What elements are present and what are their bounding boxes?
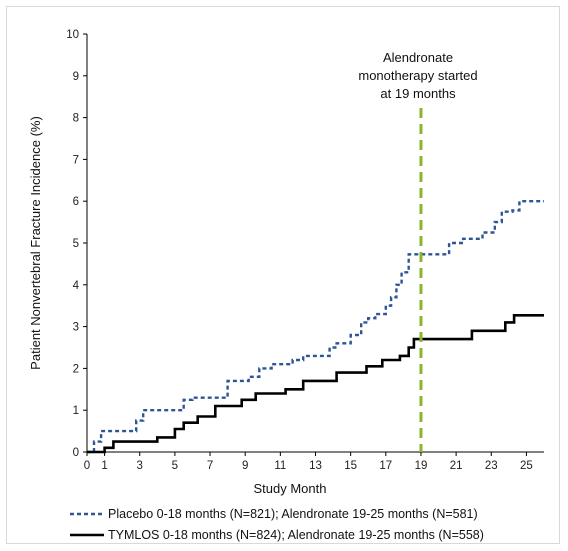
annotation: Alendronate monotherapy started at 19 mont… xyxy=(358,50,478,452)
series-lines xyxy=(87,200,544,454)
y-tick-label: 6 xyxy=(73,196,79,208)
y-tick-label: 8 xyxy=(73,113,79,125)
x-tick-label: 17 xyxy=(379,460,392,472)
annotation-text-line: at 19 months xyxy=(380,86,456,101)
x-tick-label: 23 xyxy=(485,460,498,472)
legend-label-tymlos: TYMLOS 0-18 months (N=824); Alendronate … xyxy=(108,528,484,542)
y-tick-label: 2 xyxy=(73,363,79,375)
y-tick-label: 7 xyxy=(73,154,79,166)
y-tick-label: 5 xyxy=(73,238,79,250)
y-tick-label: 10 xyxy=(66,29,79,41)
legend-label-placebo: Placebo 0-18 months (N=821); Alendronate… xyxy=(108,507,478,521)
x-tick-label: 15 xyxy=(344,460,357,472)
y-tick-label: 9 xyxy=(73,71,79,83)
y-tick-label: 4 xyxy=(73,280,80,292)
x-tick-label: 19 xyxy=(415,460,428,472)
x-tick-label: 5 xyxy=(172,460,178,472)
y-axis-title: Patient Nonvertebral Fracture Incidence … xyxy=(28,116,43,370)
x-axis-title: Study Month xyxy=(254,481,327,496)
x-tick-label: 13 xyxy=(309,460,322,472)
annotation-text-line: monotherapy started xyxy=(358,68,477,83)
legend: Placebo 0-18 months (N=821); Alendronate… xyxy=(70,507,484,542)
tymlos-series-line xyxy=(87,314,544,454)
annotation-text-line: Alendronate xyxy=(383,50,453,65)
x-tick-label: 0 xyxy=(84,460,90,472)
x-axis: 0 1 3 5 7 9 11 13 15 17 19 21 23 25 xyxy=(84,451,544,472)
y-tick-label: 3 xyxy=(73,322,79,334)
y-tick-label: 0 xyxy=(73,447,79,459)
y-tick-label: 1 xyxy=(73,405,79,417)
placebo-series-line xyxy=(87,200,544,454)
y-axis: 0 1 2 3 4 5 6 7 8 9 10 xyxy=(66,29,88,459)
x-tick-label: 11 xyxy=(274,460,286,472)
x-tick-label: 21 xyxy=(450,460,463,472)
x-tick-label: 25 xyxy=(520,460,533,472)
x-tick-label: 1 xyxy=(101,460,107,472)
x-tick-label: 9 xyxy=(242,460,248,472)
chart-frame xyxy=(6,6,560,544)
x-tick-label: 7 xyxy=(207,460,213,472)
x-tick-label: 3 xyxy=(137,460,143,472)
